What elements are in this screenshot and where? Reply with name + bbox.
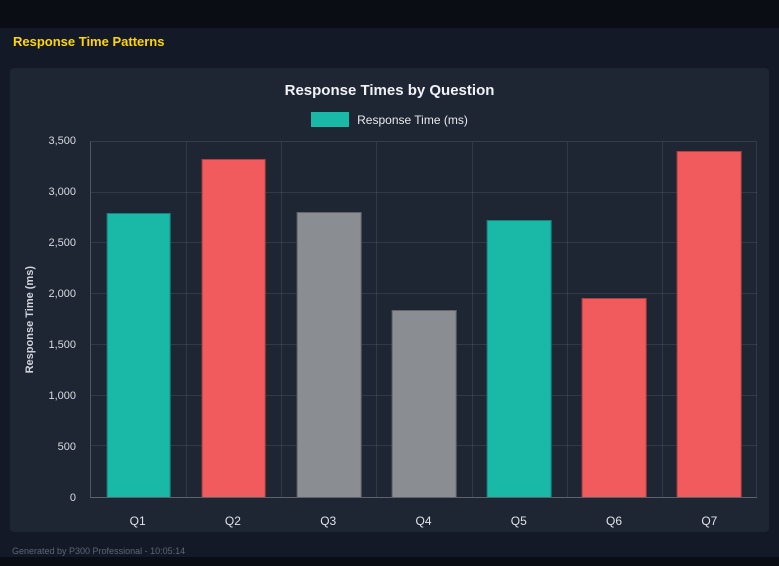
h-gridline xyxy=(91,191,757,193)
chart-title: Response Times by Question xyxy=(284,82,495,99)
x-axis-labels: Q1 Q2 Q3 Q4 Q5 Q6 Q7 xyxy=(90,510,757,530)
y-tick-label: 500 xyxy=(57,441,76,453)
y-tick-label: 2,500 xyxy=(48,237,76,249)
y-tick-label: 0 xyxy=(69,492,76,504)
y-tick-label: 1,500 xyxy=(48,339,76,351)
y-tick-label: 1,000 xyxy=(48,390,76,402)
bar-q1[interactable] xyxy=(106,213,171,497)
x-tick-label: Q1 xyxy=(129,514,146,528)
y-tick-label: 3,000 xyxy=(48,186,76,198)
y-tick-label: 3,500 xyxy=(48,135,76,147)
x-tick-label: Q7 xyxy=(701,514,718,528)
bottom-bar xyxy=(0,557,779,566)
page-title: Response Time Patterns xyxy=(13,34,165,49)
v-gridline xyxy=(756,142,757,497)
x-tick-label: Q2 xyxy=(224,514,241,528)
chart-legend[interactable]: Response Time (ms) xyxy=(10,112,769,127)
h-gridline xyxy=(91,293,757,295)
v-gridline xyxy=(566,142,568,497)
y-tick-label: 2,000 xyxy=(48,288,76,300)
v-gridline xyxy=(186,142,188,497)
plot-area xyxy=(90,141,757,498)
v-gridline xyxy=(281,142,283,497)
y-axis-title: Response Time (ms) xyxy=(24,265,36,374)
x-tick-label: Q6 xyxy=(606,514,623,528)
legend-swatch xyxy=(311,112,350,127)
x-tick-label: Q5 xyxy=(510,514,527,528)
v-gridline xyxy=(376,142,378,497)
footer-text: Generated by P300 Professional - 10:05:1… xyxy=(12,546,186,556)
legend-label: Response Time (ms) xyxy=(357,112,468,127)
bar-q4[interactable] xyxy=(391,309,457,497)
chart-panel: Response Times by Question Response Time… xyxy=(10,68,769,532)
v-gridline xyxy=(471,142,473,497)
h-gridline xyxy=(91,242,757,244)
bar-q5[interactable] xyxy=(486,219,552,497)
bar-q3[interactable] xyxy=(296,212,362,497)
top-bar xyxy=(0,0,779,28)
bar-q7[interactable] xyxy=(677,151,742,497)
x-tick-label: Q4 xyxy=(415,514,432,528)
bar-q6[interactable] xyxy=(581,298,647,497)
x-tick-label: Q3 xyxy=(320,514,337,528)
bar-q2[interactable] xyxy=(201,159,267,497)
y-axis-ticks: 0 500 1,000 1,500 2,000 2,500 3,000 3,500 xyxy=(38,135,84,504)
v-gridline xyxy=(661,142,663,497)
